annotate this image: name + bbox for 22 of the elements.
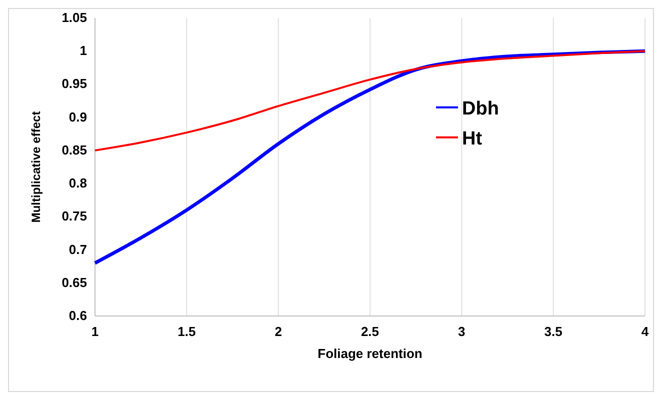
y-tick-label: 0.8 bbox=[68, 176, 87, 191]
y-tick-label: 0.95 bbox=[62, 76, 87, 92]
x-tick-label: 1 bbox=[91, 324, 99, 339]
legend-label: Dbh bbox=[462, 98, 499, 120]
x-tick-label: 1.5 bbox=[178, 324, 196, 339]
y-tick-label: 0.9 bbox=[68, 109, 87, 124]
y-tick-label: 1.05 bbox=[62, 10, 87, 25]
legend-label: Ht bbox=[462, 128, 483, 150]
x-tick-label: 3.5 bbox=[544, 324, 562, 339]
y-axis-title: Multiplicative effect bbox=[29, 111, 43, 223]
y-tick-label: 0.85 bbox=[62, 142, 87, 158]
x-axis-title: Foliage retention bbox=[318, 346, 422, 361]
x-tick-label: 3 bbox=[458, 324, 466, 339]
y-tick-label: 1 bbox=[80, 43, 87, 58]
y-tick-label: 0.65 bbox=[62, 274, 87, 290]
x-tick-label: 4 bbox=[641, 324, 650, 339]
line-series bbox=[94, 50, 646, 152]
y-tick-label: 0.75 bbox=[62, 208, 87, 224]
x-tick-label: 2 bbox=[274, 324, 282, 339]
y-tick-label: 0.7 bbox=[68, 242, 87, 257]
x-tick-label: 2.5 bbox=[360, 324, 380, 339]
y-tick-label: 0.6 bbox=[68, 308, 87, 323]
